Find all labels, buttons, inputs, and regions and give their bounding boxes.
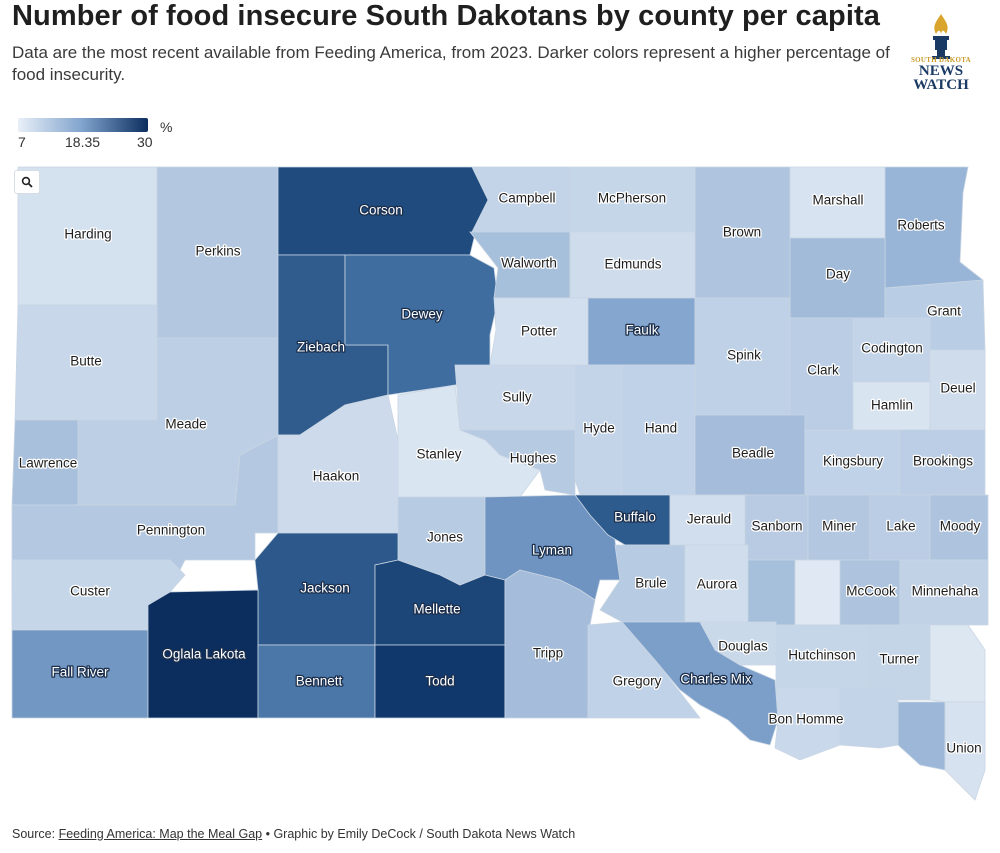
county-label-jerauld: Jerauld <box>687 512 731 527</box>
county-label-minnehaha: Minnehaha <box>912 584 979 599</box>
county-label-deuel: Deuel <box>940 381 975 396</box>
logo-line-2: NEWS <box>918 63 964 79</box>
chart-title: Number of food insecure South Dakotans b… <box>12 0 880 32</box>
county-label-gregory: Gregory <box>613 674 662 689</box>
county-label-walworth: Walworth <box>501 256 557 271</box>
county-label-roberts: Roberts <box>897 218 945 233</box>
county-douglas[interactable] <box>699 621 777 666</box>
source-prefix: Source: <box>12 827 59 841</box>
county-dewey[interactable] <box>344 254 499 396</box>
county-minnehaha[interactable] <box>899 559 989 626</box>
county-label-marshall: Marshall <box>812 193 863 208</box>
logo-line-3: WATCH <box>913 77 969 93</box>
county-label-lyman: Lyman <box>532 543 572 558</box>
source-suffix: • Graphic by Emily DeCock / South Dakota… <box>262 827 576 841</box>
county-label-perkins: Perkins <box>195 244 240 259</box>
county-union[interactable] <box>944 701 986 801</box>
legend-max: 30 <box>137 134 153 150</box>
county-label-tripp: Tripp <box>533 646 563 661</box>
county-label-hughes: Hughes <box>510 451 557 466</box>
county-label-hamlin: Hamlin <box>871 398 913 413</box>
county-label-butte: Butte <box>70 354 102 369</box>
county-label-hutchinson: Hutchinson <box>788 648 856 663</box>
county-label-potter: Potter <box>521 324 558 339</box>
source-footer: Source: Feeding America: Map the Meal Ga… <box>12 827 575 841</box>
search-icon <box>21 176 33 188</box>
county-label-grant: Grant <box>927 304 961 319</box>
county-label-lawrence: Lawrence <box>19 456 78 471</box>
county-label-brookings: Brookings <box>913 454 973 469</box>
county-label-campbell: Campbell <box>498 191 555 206</box>
county-label-douglas: Douglas <box>718 639 768 654</box>
county-label-turner: Turner <box>879 652 919 667</box>
county-label-spink: Spink <box>727 348 761 363</box>
county-label-jones: Jones <box>427 530 463 545</box>
county-label-corson: Corson <box>359 203 403 218</box>
county-clay[interactable] <box>897 701 946 771</box>
county-tripp[interactable] <box>504 569 596 719</box>
logo-line-1: SOUTH DAKOTA <box>910 56 972 64</box>
county-label-mcpherson: McPherson <box>598 191 666 206</box>
legend-mid: 18.35 <box>65 134 101 150</box>
county-label-ziebach: Ziebach <box>297 340 345 355</box>
county-lincoln[interactable] <box>929 624 986 703</box>
county-label-stanley: Stanley <box>416 447 461 462</box>
county-label-fall-river: Fall River <box>51 665 109 680</box>
county-label-haakon: Haakon <box>313 469 360 484</box>
county-label-harding: Harding <box>64 227 111 242</box>
county-label-hand: Hand <box>645 421 677 436</box>
county-label-bon-homme: Bon Homme <box>768 712 843 727</box>
county-label-charles-mix: Charles Mix <box>680 672 752 687</box>
county-label-kingsbury: Kingsbury <box>823 454 883 469</box>
county-label-hyde: Hyde <box>583 421 615 436</box>
county-label-brown: Brown <box>723 225 761 240</box>
county-label-aurora: Aurora <box>697 577 738 592</box>
county-label-union: Union <box>946 741 981 756</box>
county-label-sanborn: Sanborn <box>751 519 802 534</box>
county-label-todd: Todd <box>425 674 454 689</box>
county-label-dewey: Dewey <box>401 307 443 322</box>
torch-icon <box>932 14 950 59</box>
county-label-custer: Custer <box>70 584 110 599</box>
county-label-faulk: Faulk <box>625 323 658 338</box>
county-label-moody: Moody <box>940 519 981 534</box>
color-legend: 7 18.35 30 % <box>18 116 208 156</box>
county-label-beadle: Beadle <box>732 446 774 461</box>
county-label-mccook: McCook <box>846 584 896 599</box>
county-label-day: Day <box>826 267 850 282</box>
county-label-brule: Brule <box>635 576 667 591</box>
legend-min: 7 <box>18 134 26 150</box>
zoom-button[interactable] <box>14 170 40 194</box>
county-hanson[interactable] <box>794 559 841 626</box>
county-label-edmunds: Edmunds <box>604 257 661 272</box>
county-yankton[interactable] <box>839 687 899 749</box>
chart-subtitle: Data are the most recent available from … <box>12 43 890 84</box>
legend-gradient-bar <box>18 118 148 132</box>
county-label-lake: Lake <box>886 519 915 534</box>
source-link[interactable]: Feeding America: Map the Meal Gap <box>58 827 263 841</box>
county-label-oglala-lakota: Oglala Lakota <box>162 647 246 662</box>
county-label-clark: Clark <box>807 363 839 378</box>
county-label-buffalo: Buffalo <box>614 510 656 525</box>
county-hughes[interactable] <box>459 429 576 496</box>
county-label-bennett: Bennett <box>296 674 343 689</box>
legend-unit: % <box>160 119 173 135</box>
county-davison[interactable] <box>747 559 796 626</box>
county-label-mellette: Mellette <box>413 602 460 617</box>
county-label-miner: Miner <box>822 519 856 534</box>
county-label-meade: Meade <box>165 417 206 432</box>
county-label-pennington: Pennington <box>137 523 205 538</box>
county-label-jackson: Jackson <box>300 581 350 596</box>
county-label-codington: Codington <box>861 341 923 356</box>
county-label-sully: Sully <box>502 390 532 405</box>
